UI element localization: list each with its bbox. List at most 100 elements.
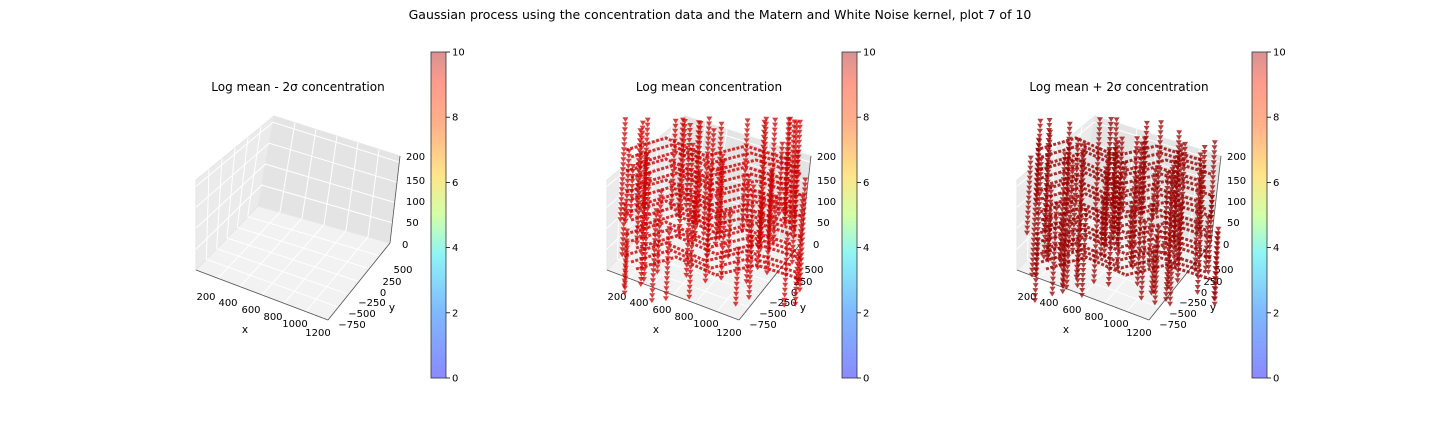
scatter-point [1164, 277, 1170, 283]
scatter-point [697, 131, 703, 136]
scatter-point [1030, 242, 1037, 248]
scatter-point [1031, 217, 1038, 223]
scatter-markers [1024, 117, 1222, 307]
scatter-point [1133, 146, 1140, 152]
scatter-point [1110, 192, 1117, 197]
subplot-panels: Log mean - 2σ concentration2004006008001… [195, 48, 1286, 385]
colorbar-tick-label: 10 [863, 48, 876, 59]
scatter-point [797, 119, 804, 125]
scatter-point [1155, 225, 1162, 231]
scatter-point [1071, 202, 1078, 208]
scatter-point [1212, 276, 1219, 282]
scatter-point [743, 274, 750, 280]
z-tick-label: 100 [1227, 197, 1246, 208]
scatter-point [1105, 277, 1112, 282]
scatter-point [1151, 300, 1158, 306]
subplot-2: Log mean concentration200400600800100012… [606, 48, 876, 385]
scatter-point [637, 282, 644, 287]
scatter-point [621, 137, 628, 143]
scatter-point [627, 214, 634, 219]
scatter-point [702, 186, 709, 192]
scatter-point [798, 247, 805, 253]
scatter-point [768, 187, 775, 193]
scatter-point [651, 238, 658, 244]
scatter-point [1118, 156, 1125, 162]
scatter-point [649, 288, 656, 294]
y-tick-label: 500 [393, 265, 412, 276]
scatter-point [1037, 118, 1044, 124]
scatter-point [707, 198, 714, 204]
scatter-point [676, 219, 683, 224]
scatter-point [793, 281, 800, 287]
scatter-point [1212, 281, 1219, 287]
scatter-point [1046, 118, 1053, 123]
scatter-point [734, 271, 741, 277]
scatter-point [1049, 281, 1056, 287]
scatter-point [767, 210, 773, 216]
scatter-point [1139, 280, 1146, 286]
scatter-point [1103, 208, 1110, 214]
scatter-point [789, 149, 796, 155]
scatter-point [1206, 239, 1213, 245]
scatter-point [687, 279, 693, 285]
scatter-point [623, 203, 630, 209]
scatter-point [1211, 296, 1218, 302]
scatter-point [1148, 223, 1155, 229]
colorbar: 0 2 4 6 8 10 [430, 48, 465, 385]
scatter-point [705, 131, 712, 137]
scatter-point [1106, 153, 1113, 159]
scatter-point [1033, 258, 1040, 264]
scatter-point [1170, 250, 1177, 256]
scatter-point [794, 174, 801, 180]
scatter-point [619, 182, 626, 188]
scatter-point [643, 232, 650, 238]
scatter-point [1073, 167, 1080, 173]
subplot-1: Log mean - 2σ concentration2004006008001… [195, 48, 465, 385]
scatter-point [1025, 195, 1032, 201]
scatter-point [776, 191, 783, 197]
scatter-point [1197, 196, 1204, 202]
scatter-point [715, 191, 721, 197]
scatter-point [1080, 253, 1087, 258]
scatter-point [704, 253, 711, 259]
scatter-point [1091, 274, 1098, 280]
scatter-point [1164, 267, 1171, 273]
scatter-point [733, 286, 740, 292]
scatter-point [763, 116, 770, 122]
scatter-point [684, 257, 691, 263]
x-axis-line [195, 269, 329, 321]
scatter-point [1212, 286, 1219, 292]
scatter-point [779, 146, 785, 152]
scatter-point [640, 277, 647, 283]
scatter-point [666, 231, 673, 237]
scatter-point [1197, 235, 1204, 240]
scatter-point [1104, 188, 1111, 194]
scatter-point [1176, 188, 1183, 194]
scatter-point [1044, 184, 1051, 190]
scatter-point [625, 153, 632, 159]
scatter-point [1178, 143, 1185, 149]
scatter-point [799, 232, 806, 238]
scatter-point [750, 184, 757, 190]
scatter-point [1156, 155, 1163, 161]
scatter-point [1155, 170, 1162, 176]
scatter-point [619, 172, 626, 178]
scatter-point [1181, 146, 1188, 152]
scatter-point [742, 158, 749, 164]
subplot-title: Log mean - 2σ concentration [211, 80, 384, 94]
scatter-point [618, 192, 625, 198]
scatter-point [622, 270, 629, 276]
scatter-point [638, 140, 645, 146]
scatter-point [1193, 242, 1200, 248]
scatter-point [727, 214, 734, 220]
scatter-point [683, 267, 690, 273]
scatter-point [757, 204, 764, 210]
scatter-point [1121, 176, 1128, 182]
scatter-point [771, 229, 777, 235]
scatter-point [1214, 236, 1221, 242]
scatter-band [635, 171, 802, 197]
x-axis-line [606, 269, 740, 321]
scatter-point [778, 151, 785, 157]
scatter-point [798, 262, 804, 268]
scatter-point [782, 221, 788, 227]
